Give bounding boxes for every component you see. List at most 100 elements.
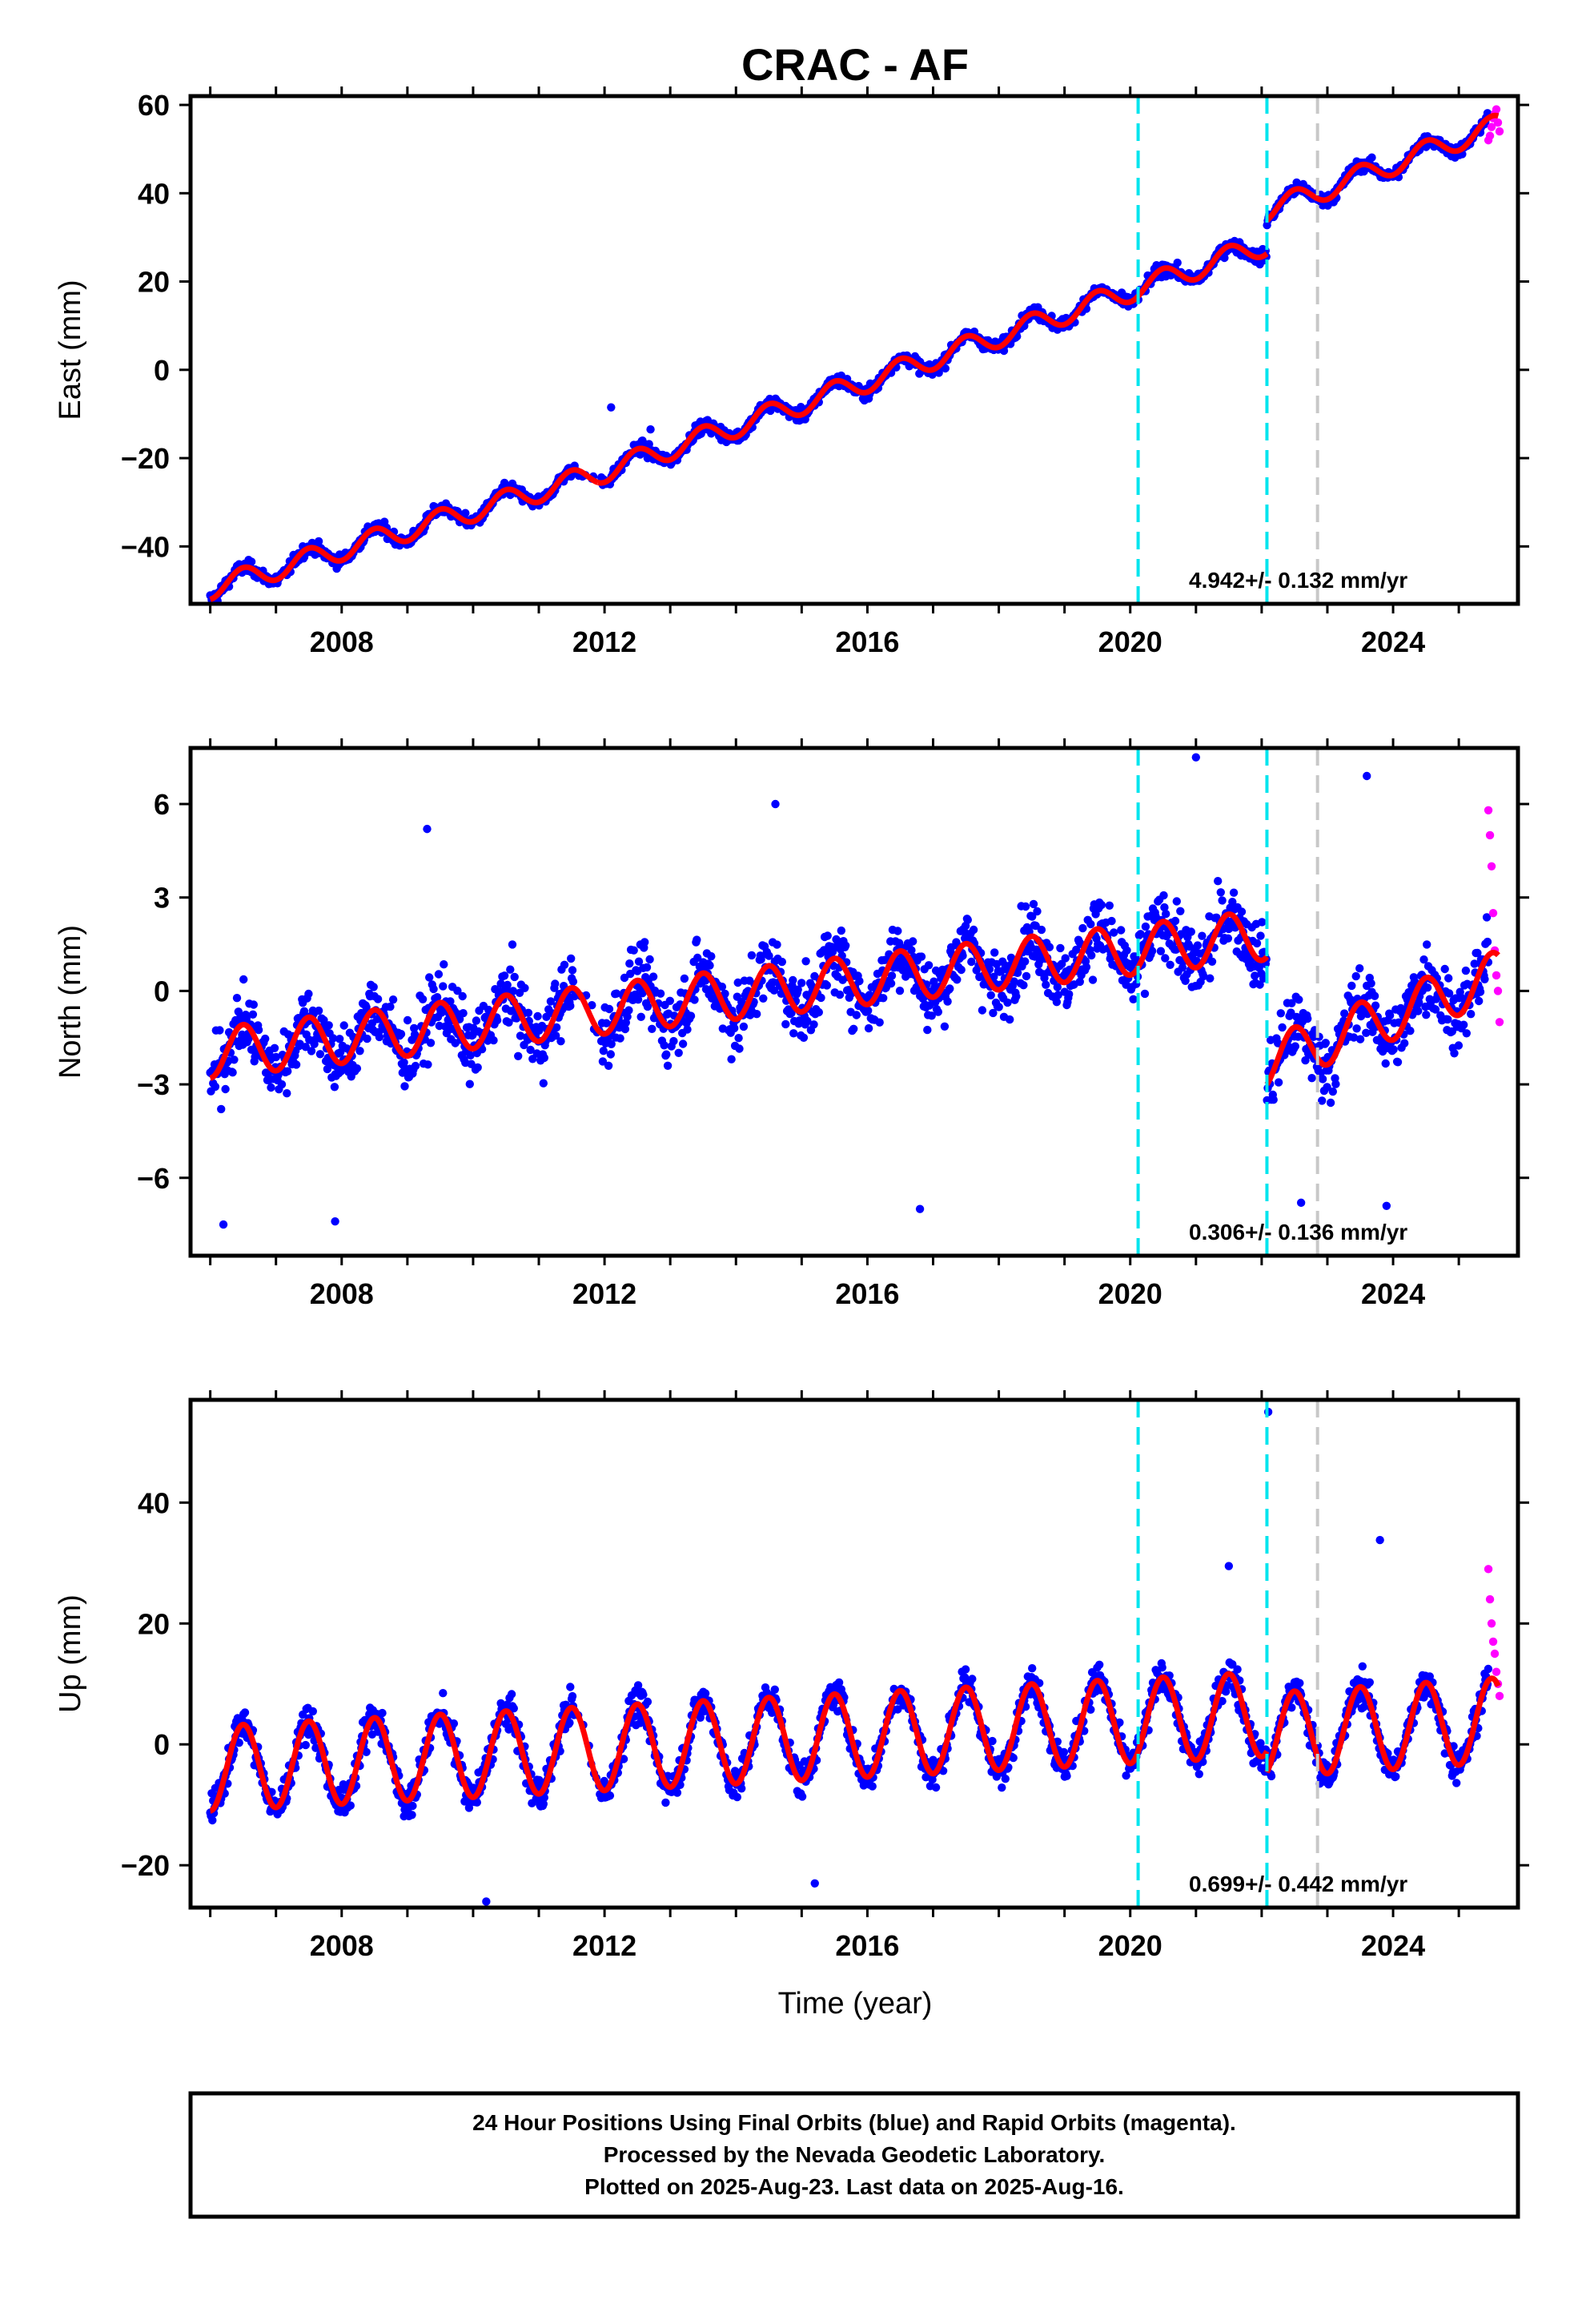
y-tick-label: 3 <box>154 882 170 915</box>
data-point <box>314 1006 323 1015</box>
data-point <box>1086 919 1095 929</box>
data-point <box>357 1008 366 1018</box>
data-point <box>1291 1042 1300 1051</box>
data-point <box>1456 992 1465 1002</box>
data-point <box>566 1683 575 1691</box>
data-point <box>620 1024 630 1034</box>
data-point <box>834 1678 844 1687</box>
data-point <box>1029 899 1038 909</box>
data-point <box>624 1006 633 1015</box>
data-point <box>1274 1078 1283 1087</box>
data-point <box>753 1010 761 1019</box>
data-point <box>1166 960 1174 970</box>
data-point <box>1173 258 1182 267</box>
data-point <box>927 1011 936 1020</box>
model-fit-line <box>1264 950 1501 1087</box>
data-point <box>643 1697 652 1707</box>
data-point <box>855 976 864 986</box>
data-point <box>426 1039 436 1047</box>
data-point <box>797 1792 807 1801</box>
y-tick-label: 60 <box>138 89 170 122</box>
data-point <box>1355 1035 1365 1043</box>
data-point <box>1309 1032 1318 1042</box>
data-point <box>228 1068 237 1077</box>
data-point <box>1160 903 1169 912</box>
data-point <box>612 989 621 998</box>
plot-area <box>206 96 1504 604</box>
data-point <box>408 1811 416 1819</box>
data-point <box>301 1043 310 1051</box>
data-point <box>461 509 470 517</box>
data-point <box>299 1007 309 1016</box>
data-point <box>1444 989 1454 998</box>
data-point <box>1370 991 1379 1000</box>
data-point <box>270 1043 279 1053</box>
data-point <box>678 1039 688 1048</box>
rate-label: 0.306+/- 0.136 mm/yr <box>1189 1220 1407 1244</box>
data-point <box>215 1026 224 1035</box>
data-point <box>249 1000 258 1009</box>
data-point <box>1021 957 1030 966</box>
data-point <box>1444 974 1453 983</box>
data-point <box>967 957 976 967</box>
data-point <box>1172 897 1182 906</box>
data-point <box>465 1080 474 1088</box>
rapid-point <box>1485 131 1495 140</box>
data-point <box>994 1003 1003 1011</box>
data-point <box>1331 1080 1340 1088</box>
data-point <box>1054 991 1062 999</box>
data-point <box>339 1021 348 1030</box>
data-point <box>369 983 378 991</box>
data-point <box>504 1018 513 1027</box>
data-point <box>674 1048 683 1058</box>
data-point <box>1107 916 1116 926</box>
rapid-point <box>1484 806 1493 814</box>
rapid-point <box>1495 1018 1504 1027</box>
y-tick-label: −6 <box>137 1162 170 1195</box>
data-point <box>1228 898 1237 907</box>
data-point <box>868 1782 877 1791</box>
data-point <box>1159 891 1168 900</box>
data-point <box>644 440 653 448</box>
data-point <box>849 1024 858 1034</box>
data-point <box>568 1691 577 1701</box>
data-point <box>439 982 448 991</box>
data-point <box>669 1036 678 1046</box>
data-point <box>1385 1011 1395 1020</box>
data-point <box>648 972 658 981</box>
data-point <box>1206 974 1215 983</box>
data-point <box>1287 999 1296 1007</box>
y-tick-label: −3 <box>137 1068 170 1101</box>
data-point <box>516 1031 525 1040</box>
data-point <box>739 1022 749 1031</box>
data-point <box>1028 1664 1037 1673</box>
data-point <box>1287 1008 1295 1017</box>
data-point <box>953 975 962 984</box>
data-point <box>639 1691 648 1699</box>
data-point <box>277 1080 287 1089</box>
data-point <box>1088 975 1098 984</box>
data-point <box>1475 996 1484 1006</box>
data-point <box>244 1034 253 1043</box>
data-point <box>607 1039 616 1049</box>
data-point <box>721 989 729 999</box>
outlier-point <box>423 824 432 834</box>
data-point <box>254 1025 263 1035</box>
data-point <box>378 1708 387 1718</box>
data-point <box>1355 964 1364 973</box>
data-point <box>893 927 902 935</box>
data-point <box>400 1058 408 1068</box>
data-point <box>232 994 242 1003</box>
data-point <box>240 1708 250 1717</box>
data-point <box>283 1089 291 1098</box>
x-tick-label: 2024 <box>1361 1277 1425 1310</box>
data-point <box>841 941 850 951</box>
data-point <box>1199 971 1208 981</box>
data-point <box>814 1007 823 1017</box>
data-point <box>917 952 926 961</box>
data-point <box>400 1082 409 1091</box>
data-point <box>737 1784 746 1793</box>
data-point <box>1473 948 1482 958</box>
y-tick-label: 6 <box>154 788 170 821</box>
